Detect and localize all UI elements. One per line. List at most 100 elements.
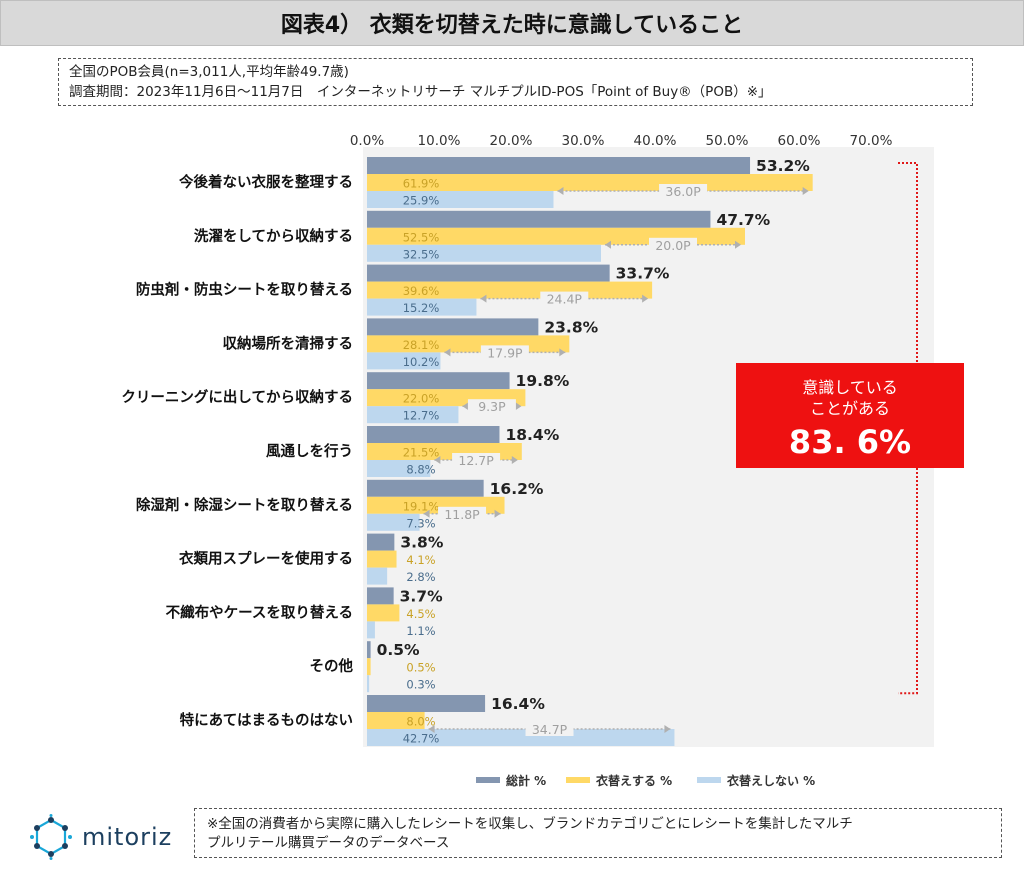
bar	[367, 335, 570, 353]
total-value-label: 3.7%	[400, 587, 443, 605]
nochange-value-label: 32.5%	[403, 247, 440, 261]
bar	[367, 264, 610, 282]
bar	[367, 729, 675, 746]
difference-arrowhead-right	[494, 509, 501, 518]
total-value-label: 16.4%	[491, 695, 545, 713]
difference-arrowhead-right	[802, 187, 809, 195]
change-value-label: 61.9%	[403, 177, 440, 191]
bar	[367, 533, 395, 551]
bar-chart: 0.0% 10.0% 20.0% 30.0% 40.0% 50.0% 60.0% 70.0% 今…	[121, 133, 964, 788]
nochange-value-label: 25.9%	[403, 194, 440, 208]
difference-arrowhead-left	[605, 240, 611, 249]
x-tick-label: 20.0%	[490, 133, 533, 149]
x-tick-label: 50.0%	[706, 133, 749, 149]
title-bar: 図表4） 衣類を切替えた時に意識していること	[0, 0, 1024, 46]
difference-label-bg	[480, 345, 529, 360]
callout-value: 83. 6%	[789, 423, 911, 461]
difference-arrowhead-left	[444, 348, 451, 357]
chart-title: 図表4） 衣類を切替えた時に意識していること	[280, 13, 744, 38]
change-value-label: 19.1%	[403, 499, 440, 513]
change-value-label: 52.5%	[403, 230, 440, 244]
change-value-label: 28.1%	[403, 338, 440, 352]
difference-label: 34.7P	[532, 722, 568, 737]
legend-swatch	[566, 777, 590, 783]
difference-arrowhead-left	[462, 402, 469, 411]
bar	[367, 298, 477, 316]
x-tick-label: 40.0%	[634, 133, 677, 149]
legend-label: 衣替えしない %	[727, 773, 815, 788]
bar	[367, 191, 554, 208]
difference-arrowhead-right	[735, 240, 741, 249]
difference-label-bg	[525, 722, 574, 736]
category-label: 収納場所を清掃する	[223, 334, 354, 352]
callout-line-1: 意識している	[802, 378, 898, 397]
bar	[367, 587, 394, 605]
bar	[367, 695, 486, 712]
bar	[367, 604, 400, 622]
difference-label-bg	[438, 506, 487, 521]
bar	[367, 426, 500, 443]
bar	[367, 513, 420, 531]
total-value-label: 16.2%	[490, 480, 544, 498]
nochange-value-label: 42.7%	[403, 732, 440, 746]
category-label: 衣類用スプレーを使用する	[179, 550, 353, 568]
category-label: 防虫剤・防虫シートを取り替える	[136, 281, 353, 299]
nochange-value-label: 8.8%	[406, 463, 435, 477]
change-value-label: 22.0%	[403, 392, 440, 406]
mitoriz-logo-icon	[30, 814, 72, 860]
category-label: 除湿剤・除湿シートを取り替える	[136, 496, 353, 514]
nochange-value-label: 10.2%	[403, 355, 440, 369]
change-value-label: 8.0%	[406, 715, 435, 729]
change-value-label: 21.5%	[403, 446, 440, 460]
change-value-label: 4.5%	[406, 607, 435, 621]
difference-arrowhead-left	[434, 456, 441, 464]
legend-label: 総計 %	[506, 773, 546, 788]
change-value-label: 4.1%	[406, 553, 435, 567]
difference-arrowhead-left	[423, 509, 430, 518]
difference-arrowhead-left	[480, 294, 487, 303]
x-tick-label: 70.0%	[850, 133, 893, 149]
change-value-label: 39.6%	[403, 284, 440, 298]
total-value-label: 33.7%	[616, 265, 670, 283]
category-label: その他	[310, 657, 354, 675]
footnote-box: ※全国の消費者から実際に購入したレシートを収集し、ブランドカテゴリごとにレシート…	[194, 808, 1002, 858]
difference-arrowhead-right	[664, 725, 671, 733]
total-value-label: 23.8%	[544, 318, 598, 336]
x-tick-label: 60.0%	[778, 133, 821, 149]
nochange-value-label: 7.3%	[406, 516, 435, 530]
survey-info-line-1: 全国のPOB会員(n=3,011人,平均年齢49.7歳)	[69, 64, 349, 80]
difference-arrowhead-left	[557, 187, 564, 195]
category-label: 特にあてはまるものはない	[180, 711, 353, 729]
bar	[367, 567, 388, 585]
difference-label-bg	[467, 399, 516, 414]
bar	[367, 406, 459, 424]
x-tick-label: 30.0%	[562, 133, 605, 149]
difference-arrowhead-right	[511, 456, 518, 464]
difference-label: 20.0P	[655, 238, 691, 253]
bar	[367, 479, 484, 497]
difference-label: 24.4P	[547, 292, 583, 307]
bar	[367, 460, 431, 477]
brand-name: mitoriz	[82, 823, 173, 851]
total-value-label: 0.5%	[377, 641, 420, 659]
bar	[367, 712, 425, 729]
total-value-label: 19.8%	[516, 372, 570, 390]
legend-label: 衣替えする %	[596, 773, 672, 788]
bar	[367, 352, 441, 370]
change-value-label: 0.5%	[406, 661, 435, 675]
legend-swatch	[476, 777, 500, 783]
total-value-label: 3.8%	[400, 534, 443, 552]
difference-label-bg	[452, 453, 501, 467]
bar	[367, 157, 751, 174]
footnote-line-2: プルリテール購買データのデータベース	[207, 835, 450, 851]
legend-swatch	[697, 777, 721, 783]
difference-label-bg	[649, 237, 697, 252]
nochange-value-label: 0.3%	[406, 678, 435, 692]
difference-arrowhead-right	[559, 348, 566, 357]
total-value-label: 47.7%	[716, 211, 770, 229]
difference-arrowhead-right	[515, 402, 522, 411]
nochange-value-label: 1.1%	[406, 624, 435, 638]
bar	[367, 621, 375, 639]
callout-line-2: ことがある	[810, 399, 890, 418]
brand-logo: mitoriz	[28, 814, 172, 860]
